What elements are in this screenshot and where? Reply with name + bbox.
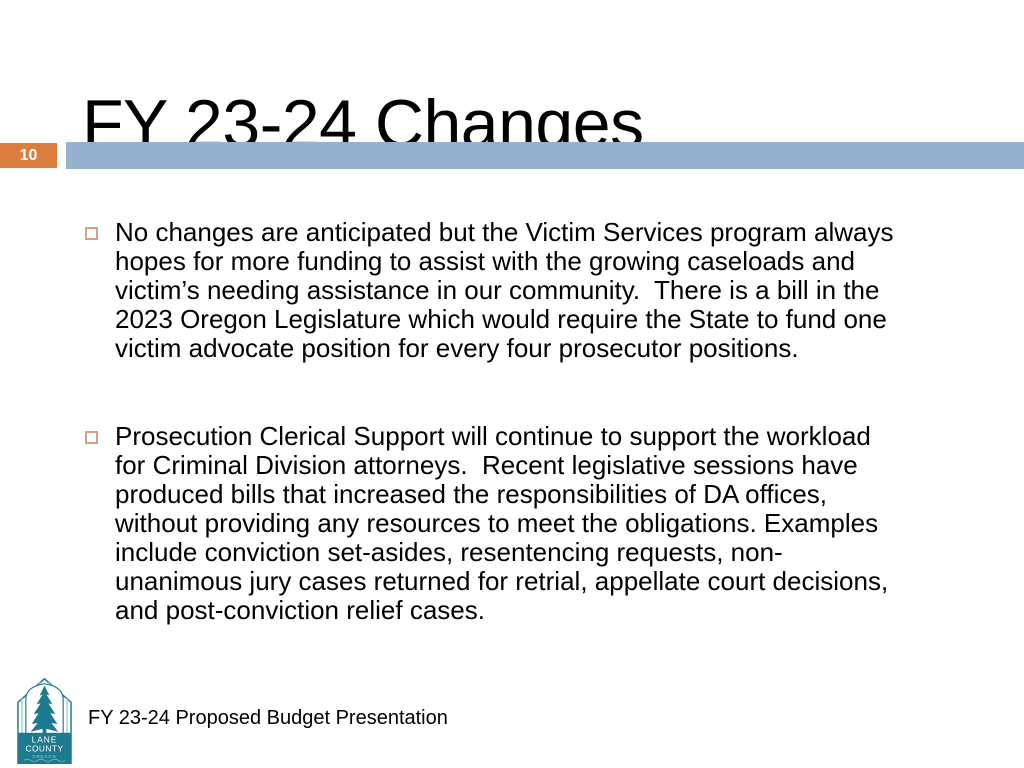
logo-text-lane: LANE <box>32 735 58 745</box>
square-bullet-icon <box>85 227 98 240</box>
footer-caption: FY 23-24 Proposed Budget Presentation <box>88 707 448 729</box>
logo-text-oregon: OREGON <box>32 754 56 759</box>
page-number: 10 <box>19 146 38 164</box>
header-rule <box>66 142 1024 169</box>
pine-tree-icon <box>30 685 59 736</box>
slide-body: No changes are anticipated but the Victi… <box>85 218 970 625</box>
lane-county-logo: LANE COUNTY OREGON <box>17 677 72 764</box>
bullet-text: Prosecution Clerical Support will contin… <box>115 421 889 625</box>
bullet-item: No changes are anticipated but the Victi… <box>85 218 970 363</box>
bullet-text: No changes are anticipated but the Victi… <box>115 217 894 363</box>
logo-text-county: COUNTY <box>25 743 63 753</box>
logo-band <box>17 732 72 764</box>
page-number-badge: 10 <box>0 143 57 168</box>
bullet-item: Prosecution Clerical Support will contin… <box>85 422 970 625</box>
logo-wave-line <box>23 758 66 762</box>
square-bullet-icon <box>85 431 98 444</box>
